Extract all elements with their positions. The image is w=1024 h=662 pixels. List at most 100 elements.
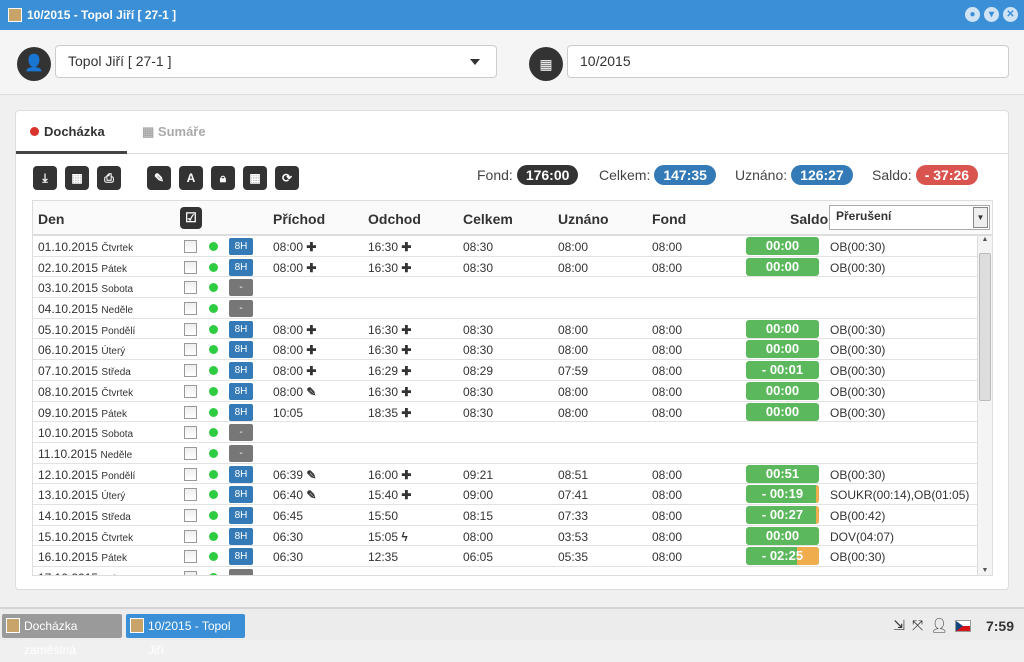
taskbar-item-period[interactable]: 10/2015 - Topol Jiří <box>126 614 245 657</box>
row-checkbox[interactable] <box>184 508 197 522</box>
row-checkbox[interactable] <box>184 260 197 274</box>
employee-select[interactable]: Topol Jiří [ 27-1 ] <box>55 45 497 78</box>
schedule-badge[interactable]: - <box>229 279 253 297</box>
schedule-badge[interactable]: 8H <box>229 486 253 504</box>
table-row[interactable]: 14.10.2015 Středa 8H 06:45 15:50 08:15 07… <box>33 505 978 526</box>
row-checkbox[interactable] <box>184 426 197 440</box>
refresh-button[interactable]: ⟳ <box>275 166 299 190</box>
table-row[interactable]: 10.10.2015 Sobota - <box>33 422 978 443</box>
scrollbar-thumb[interactable] <box>979 253 991 401</box>
recognized: 08:00 <box>558 343 589 358</box>
pencil-icon[interactable]: ✎ <box>306 467 317 482</box>
scroll-up-icon[interactable]: ▲ <box>981 236 989 243</box>
schedule-badge[interactable]: 8H <box>229 465 253 483</box>
row-checkbox[interactable] <box>184 446 197 460</box>
row-checkbox[interactable] <box>184 384 197 398</box>
fullscreen-icon[interactable]: ⤧ <box>911 617 924 633</box>
tab-sumare[interactable]: ▦ Sumáře <box>142 111 206 154</box>
plus-icon[interactable]: ✚ <box>401 488 412 503</box>
row-checkbox[interactable] <box>184 364 197 378</box>
scrollbar[interactable]: ▲ ▼ <box>977 236 992 575</box>
row-checkbox[interactable] <box>184 322 197 336</box>
date: 03.10.2015 Sobota <box>38 281 133 295</box>
pencil-icon[interactable]: ✎ <box>306 384 317 399</box>
pencil-icon[interactable]: ✎ <box>306 488 317 503</box>
schedule-badge[interactable]: - <box>229 424 253 442</box>
table-row[interactable]: 01.10.2015 Čtvrtek 8H 08:00 ✚ 16:30 ✚ 08:… <box>33 236 978 257</box>
table-row[interactable]: 07.10.2015 Středa 8H 08:00 ✚ 16:29 ✚ 08:2… <box>33 360 978 381</box>
row-checkbox[interactable] <box>184 240 197 253</box>
select-all-checkbox[interactable]: ☑ <box>180 207 202 229</box>
calendar-button[interactable]: ▦ <box>243 166 267 190</box>
schedule-badge[interactable]: 8H <box>229 527 253 545</box>
plus-icon[interactable]: ✚ <box>401 384 412 399</box>
plus-icon[interactable]: ✚ <box>306 322 317 337</box>
calculator-button[interactable]: ▦ <box>65 166 89 190</box>
schedule-badge[interactable]: - <box>229 444 253 462</box>
period-input[interactable]: 10/2015 <box>567 45 1009 78</box>
plus-icon[interactable]: ✚ <box>401 260 412 275</box>
print-button[interactable]: ⎙ <box>97 166 121 190</box>
row-checkbox[interactable] <box>184 281 197 295</box>
schedule-badge[interactable]: 8H <box>229 362 253 380</box>
edit-button[interactable]: ✎ <box>147 166 171 190</box>
plus-icon[interactable]: ✚ <box>401 343 412 358</box>
table-row[interactable]: 02.10.2015 Pátek 8H 08:00 ✚ 16:30 ✚ 08:30… <box>33 257 978 278</box>
plus-icon[interactable]: ✚ <box>401 240 412 254</box>
table-row[interactable]: 11.10.2015 Neděle - <box>33 443 978 464</box>
row-checkbox[interactable] <box>184 488 197 502</box>
close-button[interactable]: ✕ <box>1003 7 1018 22</box>
schedule-badge[interactable]: - <box>229 569 253 575</box>
table-row[interactable]: 12.10.2015 Pondělí 8H 06:39 ✎ 16:00 ✚ 09:… <box>33 464 978 485</box>
plus-icon[interactable]: ✚ <box>306 364 317 379</box>
table-row[interactable]: 05.10.2015 Pondělí 8H 08:00 ✚ 16:30 ✚ 08:… <box>33 319 978 340</box>
lock-button[interactable]: 🔒︎ <box>211 166 235 190</box>
table-row[interactable]: 15.10.2015 Čtvrtek 8H 06:30 15:05 ϟ 08:00… <box>33 526 978 547</box>
row-checkbox[interactable] <box>184 571 197 575</box>
table-row[interactable]: 04.10.2015 Neděle - <box>33 298 978 319</box>
table-row[interactable]: 03.10.2015 Sobota - <box>33 277 978 299</box>
schedule-badge[interactable]: 8H <box>229 506 253 524</box>
plus-icon[interactable]: ✚ <box>401 405 412 420</box>
table-row[interactable]: 06.10.2015 Úterý 8H 08:00 ✚ 16:30 ✚ 08:30… <box>33 339 978 361</box>
table-row[interactable]: 16.10.2015 Pátek 8H 06:30 12:35 06:05 05:… <box>33 546 978 567</box>
schedule-badge[interactable]: 8H <box>229 341 253 359</box>
schedule-badge[interactable]: 8H <box>229 258 253 276</box>
plus-icon[interactable]: ✚ <box>306 240 317 254</box>
row-checkbox[interactable] <box>184 529 197 543</box>
row-checkbox[interactable] <box>184 550 197 564</box>
taskbar-item-dochazka[interactable]: Docházka zaměstná <box>2 614 122 657</box>
table-row[interactable]: 08.10.2015 Čtvrtek 8H 08:00 ✎ 16:30 ✚ 08:… <box>33 381 978 402</box>
scroll-down-icon[interactable]: ▼ <box>981 567 989 574</box>
schedule-badge[interactable]: 8H <box>229 238 253 255</box>
attendance-table: Den ☑ Příchod Odchod Celkem Uznáno Fond … <box>32 200 993 576</box>
maximize-button[interactable]: ▾ <box>984 7 999 22</box>
font-button[interactable]: A <box>179 166 203 190</box>
row-checkbox[interactable] <box>184 467 197 481</box>
plus-icon[interactable]: ✚ <box>401 364 412 379</box>
minimize-all-icon[interactable]: ⇲ <box>893 617 905 633</box>
plus-icon[interactable]: ✚ <box>401 322 412 337</box>
tab-dochazka[interactable]: Docházka <box>16 111 127 154</box>
table-row[interactable]: 13.10.2015 Úterý 8H 06:40 ✎ 15:40 ✚ 09:00… <box>33 484 978 505</box>
plus-icon[interactable]: ✚ <box>306 260 317 275</box>
schedule-badge[interactable]: 8H <box>229 403 253 421</box>
table-row[interactable]: 17.10.2015 Sobota - <box>33 567 978 575</box>
bolt-icon[interactable]: ϟ <box>401 529 408 544</box>
download-button[interactable]: ⤓ <box>33 166 57 190</box>
schedule-badge[interactable]: 8H <box>229 382 253 400</box>
departure-time: 16:30 <box>368 260 399 275</box>
czech-flag-icon[interactable] <box>954 619 971 632</box>
table-row[interactable]: 09.10.2015 Pátek 8H 10:05 18:35 ✚ 08:30 0… <box>33 402 978 423</box>
plus-icon[interactable]: ✚ <box>401 467 412 482</box>
user-icon[interactable]: 👤︎ <box>930 617 948 633</box>
minimize-button[interactable]: ● <box>965 7 980 22</box>
schedule-badge[interactable]: - <box>229 300 253 318</box>
plus-icon[interactable]: ✚ <box>306 343 317 358</box>
row-checkbox[interactable] <box>184 405 197 419</box>
interruption-filter-select[interactable]: Přerušení ▼ <box>829 205 990 230</box>
schedule-badge[interactable]: 8H <box>229 548 253 566</box>
row-checkbox[interactable] <box>184 343 197 357</box>
schedule-badge[interactable]: 8H <box>229 320 253 338</box>
row-checkbox[interactable] <box>184 302 197 316</box>
